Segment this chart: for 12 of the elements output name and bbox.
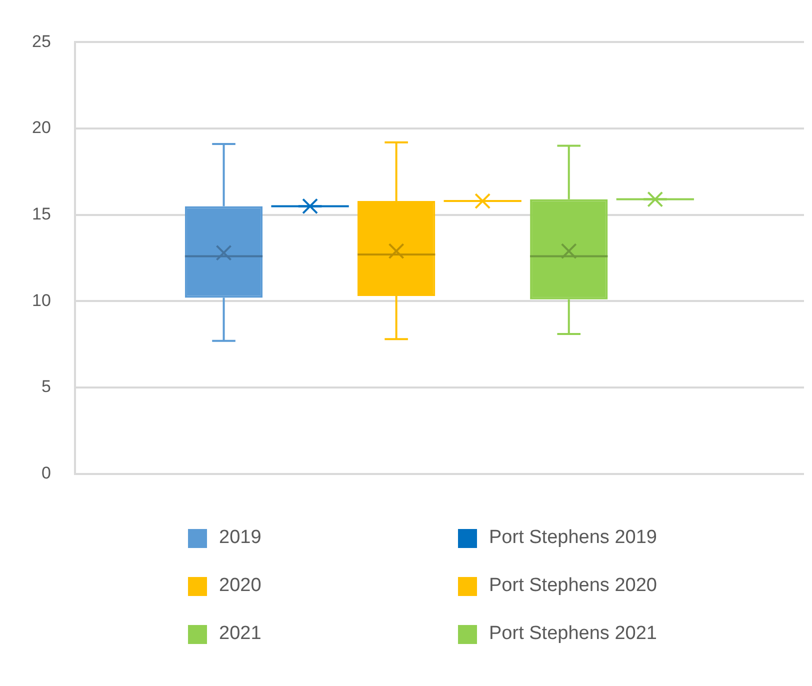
legend-label: Port Stephens 2020 <box>489 575 657 597</box>
y-tick-label: 15 <box>32 204 51 224</box>
y-tick-label: 25 <box>32 32 51 51</box>
legend-label: 2020 <box>219 575 262 597</box>
y-tick-label: 0 <box>41 463 51 482</box>
y-tick-label: 10 <box>32 290 51 310</box>
y-tick-label: 20 <box>32 118 51 138</box>
y-tick-label: 5 <box>41 377 51 396</box>
legend-label: Port Stephens 2021 <box>489 623 657 645</box>
legend-label: 2019 <box>219 527 262 549</box>
legend-label: 2021 <box>219 623 262 645</box>
legend-label: Port Stephens 2019 <box>489 527 657 549</box>
